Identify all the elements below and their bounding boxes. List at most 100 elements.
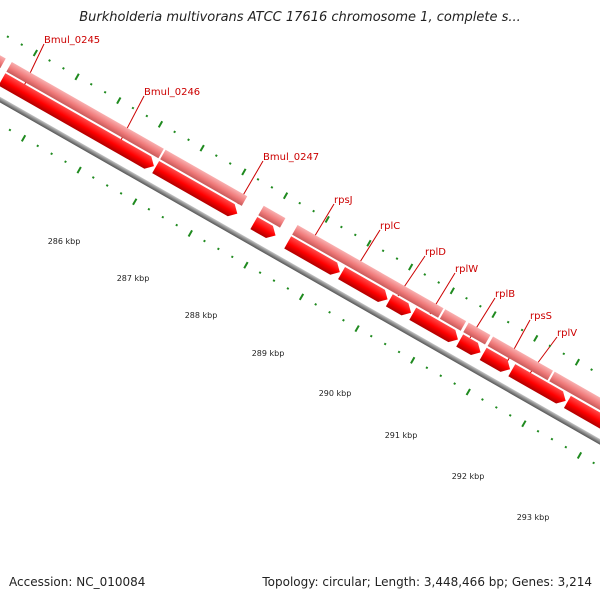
scale-tick: [397, 350, 401, 354]
gene-arrow: [409, 307, 458, 343]
scale-label: 289 kbp: [252, 349, 285, 358]
tick-mark: [187, 138, 190, 142]
gene-block-light: [463, 322, 491, 345]
gene-arrow: [479, 347, 511, 372]
scale-tick: [521, 420, 527, 428]
tick-mark: [89, 82, 93, 86]
scale-tick: [592, 461, 595, 465]
scale-tick: [119, 192, 123, 195]
scale-tick: [64, 160, 67, 164]
tick-mark: [103, 90, 107, 94]
gene-arrow: [152, 160, 238, 217]
scale-tick: [8, 128, 12, 132]
tick-mark: [214, 154, 218, 157]
scale-tick: [203, 239, 206, 243]
scale-tick: [243, 261, 249, 269]
scale-tick: [453, 382, 457, 386]
scale-tick: [410, 356, 416, 364]
scale-tick: [161, 215, 165, 219]
tick-mark: [145, 114, 149, 118]
gene-label: rplC: [380, 221, 400, 232]
gene-block-light: [487, 336, 553, 381]
map-title: Burkholderia multivorans ATCC 17616 chro…: [79, 10, 521, 25]
tick-mark: [256, 178, 260, 181]
scale-tick: [147, 207, 151, 211]
scale-tick: [328, 310, 331, 314]
scale-tick: [298, 293, 305, 301]
backbone-line: [0, 48, 600, 449]
gene-label: rplD: [425, 247, 446, 258]
tick-mark: [562, 352, 566, 356]
scale-label: 287 kbp: [117, 274, 150, 283]
gene-block-light: [258, 205, 286, 228]
gene-block-light: [292, 225, 444, 318]
scale-tick: [314, 303, 318, 306]
tick-mark: [423, 273, 427, 276]
gene-arrow: [385, 294, 412, 316]
scale-tick: [465, 388, 471, 396]
scale-tick: [230, 255, 234, 259]
scale-tick: [481, 398, 484, 401]
tick-mark: [506, 320, 510, 324]
tick-mark: [228, 162, 232, 165]
tick-mark: [574, 358, 581, 366]
tick-mark: [241, 168, 247, 176]
scale-tick: [76, 166, 82, 174]
scale-tick: [272, 279, 276, 282]
tick-mark: [590, 368, 593, 372]
scale-label: 291 kbp: [385, 431, 418, 440]
scale-tick: [105, 184, 109, 187]
tick-mark: [270, 185, 274, 189]
tick-mark: [449, 287, 455, 295]
tick-mark: [437, 281, 441, 284]
gene-label: rpsS: [530, 311, 552, 322]
scale-tick: [576, 451, 583, 459]
gene-label: Bmul_0247: [263, 152, 319, 163]
gene-label: Bmul_0245: [44, 35, 100, 46]
tick-mark: [282, 192, 289, 200]
gene-block-light: [0, 16, 6, 69]
gene-arrow: [338, 267, 388, 302]
tick-mark: [465, 296, 468, 300]
scale-tick: [536, 429, 540, 433]
gene-label: rplW: [455, 264, 478, 275]
tick-mark: [6, 35, 10, 39]
accession-text: Accession: NC_010084: [9, 575, 146, 589]
scale-tick: [175, 223, 179, 227]
scale-tick: [508, 414, 512, 417]
gene-arrow: [508, 364, 566, 404]
scale-tick: [50, 152, 53, 156]
gene-block-light: [6, 62, 164, 159]
gene-block-light: [549, 371, 600, 428]
tick-mark: [32, 49, 38, 57]
tick-mark: [340, 225, 343, 229]
scale-tick: [439, 374, 443, 378]
scale-label: 290 kbp: [319, 389, 352, 398]
scale-tick: [91, 176, 95, 179]
gene-arrow: [250, 216, 276, 239]
gene-block-light: [160, 149, 248, 206]
tick-mark: [381, 249, 385, 253]
tick-mark: [491, 311, 497, 319]
tick-mark: [548, 344, 552, 348]
scale-tick: [369, 334, 373, 338]
tick-mark: [199, 144, 205, 152]
scale-tick: [354, 325, 360, 333]
scale-tick: [286, 287, 290, 290]
scale-tick: [383, 342, 387, 346]
tick-mark: [366, 239, 372, 247]
scale-tick: [494, 406, 498, 409]
scale-tick: [564, 445, 568, 449]
gene-arrow: [456, 334, 481, 355]
tick-mark: [520, 328, 524, 332]
scale-tick: [550, 437, 554, 441]
gene-label: rpsJ: [334, 195, 353, 206]
genome-summary-text: Topology: circular; Length: 3,448,466 bp…: [262, 575, 592, 589]
scale-label: 288 kbp: [185, 311, 218, 320]
scale-tick: [132, 198, 138, 206]
scale-tick: [20, 134, 27, 142]
scale-label: 293 kbp: [517, 513, 550, 522]
tick-mark: [48, 59, 51, 62]
tick-mark: [131, 106, 135, 110]
